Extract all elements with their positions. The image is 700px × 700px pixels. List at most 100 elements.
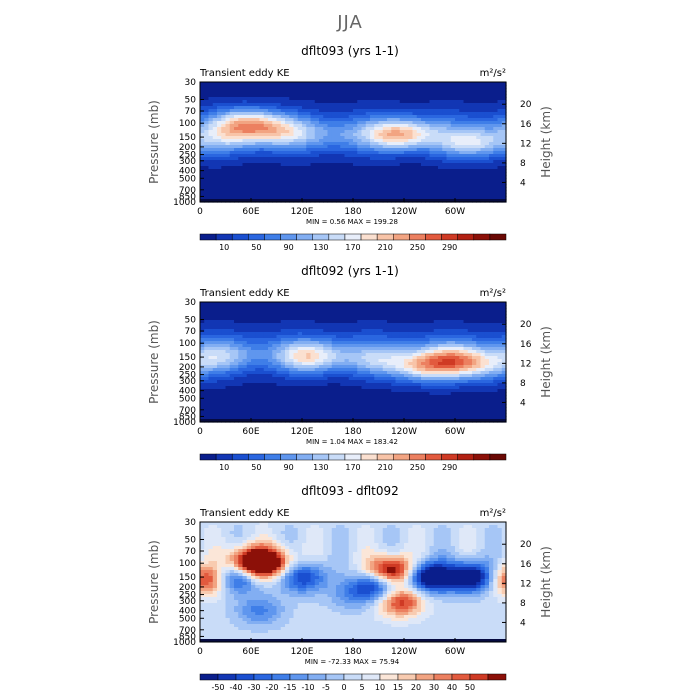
heatmap-cell: [344, 332, 350, 336]
heatmap-cell: [374, 85, 380, 89]
heatmap-cell: [212, 94, 218, 98]
heatmap-cell: [442, 115, 448, 119]
heatmap-cell: [476, 169, 482, 173]
heatmap-cell: [263, 338, 269, 342]
heatmap-cell: [310, 157, 316, 161]
heatmap-cell: [459, 88, 465, 92]
heatmap-cell: [404, 139, 409, 143]
heatmap-cell: [395, 85, 401, 89]
heatmap-cell: [429, 323, 435, 327]
heatmap-cell: [395, 323, 401, 327]
heatmap-cell: [331, 383, 337, 387]
heatmap-cell: [285, 160, 290, 164]
heatmap-cell: [404, 371, 409, 375]
heatmap-cell: [476, 380, 482, 384]
heatmap-cell: [493, 178, 499, 182]
heatmap-cell: [319, 314, 324, 318]
heatmap-cell: [378, 106, 384, 110]
heatmap-cell: [459, 383, 465, 387]
heatmap-cell: [472, 178, 477, 182]
heatmap-cell: [489, 166, 494, 170]
heatmap-cell: [285, 169, 290, 173]
heatmap-cell: [348, 380, 354, 384]
heatmap-cell: [310, 127, 316, 131]
heatmap-cell: [246, 332, 252, 336]
heatmap-cell: [391, 350, 397, 354]
heatmap-cell: [370, 118, 375, 122]
heatmap-cell: [340, 383, 346, 387]
heatmap-cell: [404, 356, 409, 360]
heatmap-cell: [472, 332, 477, 336]
heatmap-cell: [480, 362, 486, 366]
heatmap-cell: [433, 320, 439, 324]
heatmap-cell: [425, 121, 431, 125]
heatmap-cell: [323, 181, 329, 185]
heatmap-cell: [501, 314, 507, 318]
heatmap-cell: [204, 350, 210, 354]
heatmap-cell: [353, 314, 358, 318]
heatmap-cell: [374, 332, 380, 336]
heatmap-cell: [404, 374, 409, 378]
heatmap-cell: [446, 347, 452, 351]
heatmap-cell: [450, 82, 456, 86]
heatmap-cell: [238, 106, 244, 110]
heatmap-cell: [408, 88, 414, 92]
heatmap-cell: [263, 148, 269, 152]
heatmap-cell: [425, 145, 431, 149]
heatmap-cell: [246, 326, 252, 330]
heatmap-cell: [382, 109, 388, 113]
heatmap-cell: [340, 341, 346, 345]
heatmap-cell: [489, 136, 494, 140]
heatmap-cell: [399, 368, 405, 372]
heatmap-cell: [480, 118, 486, 122]
heatmap-cell: [353, 142, 358, 146]
heatmap-cell: [229, 332, 235, 336]
heatmap-cell: [391, 302, 397, 306]
heatmap-cell: [387, 172, 392, 176]
heatmap-cell: [331, 341, 337, 345]
heatmap-cell: [497, 365, 503, 369]
heatmap-cell: [242, 368, 248, 372]
heatmap-cell: [251, 377, 256, 381]
heatmap-cell: [365, 124, 371, 128]
heatmap-cell: [344, 353, 350, 357]
heatmap-cell: [340, 302, 346, 306]
y2-tick-label: 20: [520, 100, 532, 110]
heatmap-cell: [395, 97, 401, 101]
heatmap-cell: [378, 359, 384, 363]
heatmap-cell: [319, 163, 324, 167]
heatmap-cell: [246, 121, 252, 125]
heatmap-cell: [246, 338, 252, 342]
heatmap-cell: [382, 362, 388, 366]
heatmap-cell: [501, 82, 507, 86]
heatmap-cell: [319, 323, 324, 327]
heatmap-cell: [421, 106, 426, 110]
heatmap-cell: [382, 383, 388, 387]
heatmap-cell: [429, 302, 435, 306]
heatmap-cell: [259, 350, 265, 354]
heatmap-cell: [302, 347, 307, 351]
heatmap-cell: [225, 359, 231, 363]
heatmap-cell: [255, 374, 261, 378]
heatmap-cell: [391, 181, 397, 185]
heatmap-cell: [276, 350, 282, 354]
heatmap-cell: [229, 103, 235, 107]
heatmap-cell: [336, 166, 341, 170]
heatmap-cell: [408, 172, 414, 176]
heatmap-cell: [272, 347, 278, 351]
heatmap-cell: [382, 154, 388, 158]
heatmap-cell: [433, 187, 439, 191]
heatmap-cell: [429, 365, 435, 369]
heatmap-cell: [340, 88, 346, 92]
heatmap-cell: [378, 368, 384, 372]
heatmap-cell: [399, 314, 405, 318]
heatmap-cell: [217, 82, 222, 86]
heatmap-cell: [361, 356, 367, 360]
heatmap-cell: [450, 302, 456, 306]
heatmap-cell: [331, 91, 337, 95]
heatmap-cell: [319, 154, 324, 158]
heatmap-cell: [480, 190, 486, 194]
heatmap-cell: [208, 154, 214, 158]
heatmap-cell: [302, 139, 307, 143]
heatmap-cell: [272, 151, 278, 155]
